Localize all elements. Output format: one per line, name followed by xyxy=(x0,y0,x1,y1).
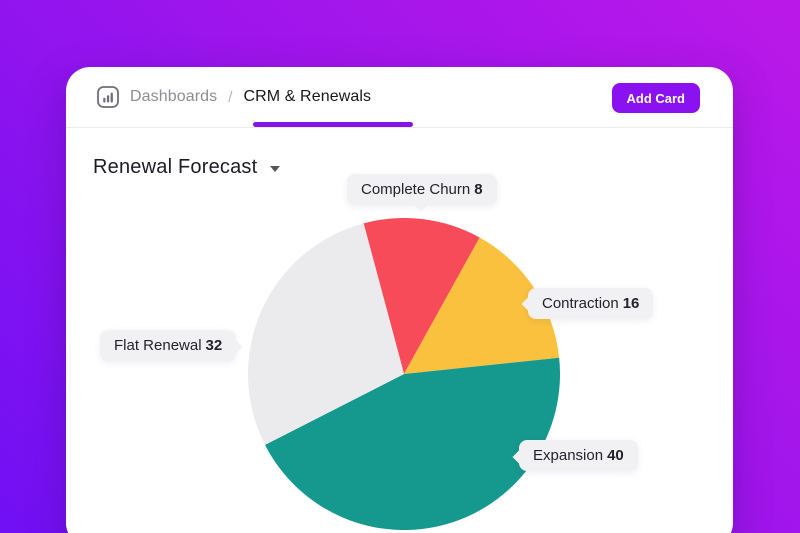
pie-label-contraction: Contraction 16 xyxy=(521,288,654,319)
active-tab-indicator xyxy=(253,122,413,127)
breadcrumb-dashboards[interactable]: Dashboards xyxy=(130,88,218,105)
header-divider xyxy=(66,127,733,128)
dashboard-card: Dashboards / CRM & Renewals Add Card Ren… xyxy=(66,67,733,533)
add-card-button[interactable]: Add Card xyxy=(611,83,700,113)
pie-label-text: Expansion xyxy=(533,447,604,464)
pie-slice-complete-churn[interactable] xyxy=(363,218,480,374)
card-title: Renewal Forecast xyxy=(93,156,258,178)
pie-label-value: 40 xyxy=(607,447,624,464)
chevron-down-icon[interactable] xyxy=(270,166,281,172)
breadcrumb-separator: / xyxy=(228,88,233,106)
breadcrumb-current-tab[interactable]: CRM & Renewals xyxy=(243,88,372,105)
pie-label-text: Flat Renewal xyxy=(114,337,202,354)
pie-label-expansion: Expansion 40 xyxy=(512,440,638,471)
card-title-dropdown[interactable]: Renewal Forecast xyxy=(93,156,281,179)
pie-label-value: 8 xyxy=(474,181,483,198)
pie-slice-expansion[interactable] xyxy=(265,357,560,530)
pie-label-value: 16 xyxy=(622,295,640,312)
pie-chart xyxy=(248,218,560,530)
callout-tail xyxy=(225,338,243,356)
pie-label-complete-churn: Complete Churn 8 xyxy=(347,174,497,212)
pie-slice-flat-renewal[interactable] xyxy=(248,223,404,445)
pie-label-value: 32 xyxy=(205,337,223,354)
breadcrumb: Dashboards / CRM & Renewals xyxy=(97,67,371,127)
pie-label-flat-renewal: Flat Renewal 32 xyxy=(100,330,243,361)
pie-label-text: Contraction xyxy=(542,295,619,312)
card-header: Dashboards / CRM & Renewals Add Card xyxy=(66,67,733,128)
pie-slice-contraction[interactable] xyxy=(404,237,560,374)
bar-chart-icon xyxy=(97,86,119,108)
pie-label-text: Complete Churn xyxy=(361,181,471,198)
